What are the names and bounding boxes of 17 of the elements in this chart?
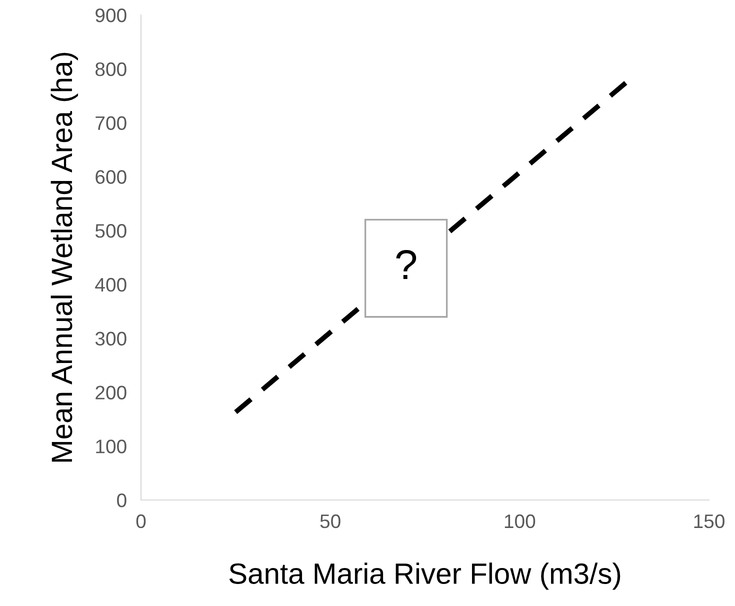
y-axis-title: Mean Annual Wetland Area (ha) [50,52,78,462]
x-tick-label: 0 [136,514,146,528]
y-tick-label: 100 [96,440,126,454]
y-tick-label: 800 [96,62,126,76]
y-tick-label: 600 [96,170,126,184]
x-tick-label: 100 [504,514,536,528]
y-tick-label: 900 [96,8,126,22]
x-axis-title: Santa Maria River Flow (m3/s) [229,562,620,590]
y-tick-label: 500 [95,224,126,238]
y-tick-label: 400 [95,278,126,292]
y-tick-label: 300 [95,332,126,346]
x-tick-label: 50 [320,514,340,528]
y-tick-label: 0 [117,493,126,508]
x-tick-label: 150 [694,514,724,528]
y-tick-label: 200 [96,386,126,400]
annotation: ? [396,250,416,280]
y-tick-label: 700 [96,116,126,130]
